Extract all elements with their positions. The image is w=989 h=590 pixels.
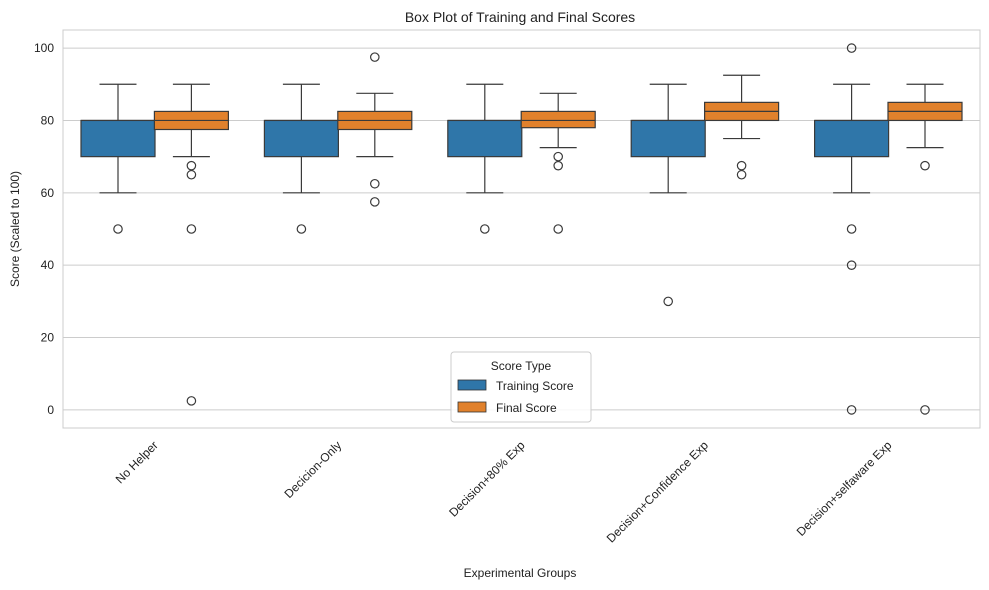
outlier-point [369, 52, 380, 62]
outlier-point [846, 43, 857, 53]
outlier-point [296, 224, 307, 234]
outlier-point [369, 178, 380, 189]
outlier-point [846, 224, 857, 234]
outlier-point [186, 224, 197, 234]
outlier-point [736, 169, 747, 180]
box-training-3 [630, 83, 706, 307]
outlier-point [553, 160, 563, 171]
box-final-1 [337, 52, 413, 207]
box-iqr [447, 119, 523, 158]
y-axis-label: Score (Scaled to 100) [8, 171, 22, 287]
y-tick-label: 0 [47, 403, 54, 417]
y-tick-label: 40 [41, 258, 55, 272]
y-tick-label: 80 [41, 113, 55, 127]
chart-title: Box Plot of Training and Final Scores [405, 9, 635, 25]
box-training-4 [813, 43, 890, 415]
outlier-point [186, 160, 197, 171]
legend: Score Type Training Score Final Score [450, 351, 592, 423]
outlier-point [663, 296, 673, 307]
box-iqr [80, 119, 156, 158]
box-iqr [813, 119, 890, 158]
outlier-point [553, 224, 563, 234]
box-iqr [263, 119, 339, 158]
y-tick-label: 100 [34, 41, 54, 55]
plot-area [62, 29, 981, 429]
outlier-point [186, 169, 197, 180]
outlier-point [369, 197, 380, 207]
y-tick-label: 60 [41, 186, 55, 200]
legend-label-final-score: Final Score [496, 401, 557, 415]
box-final-4 [887, 83, 963, 415]
outlier-point [553, 151, 563, 162]
x-axis-label: Experimental Groups [464, 566, 577, 580]
legend-title: Score Type [491, 359, 552, 373]
outlier-point [186, 396, 197, 406]
legend-label-training-score: Training Score [496, 379, 574, 393]
box-final-0 [153, 83, 229, 406]
box-training-2 [447, 83, 523, 234]
outlier-point [113, 224, 123, 234]
outlier-point [479, 224, 490, 234]
outlier-point [920, 405, 930, 415]
outlier-point [736, 160, 747, 171]
y-axis-ticks: 0 20 40 60 80 100 [34, 41, 54, 417]
box-final-2 [520, 92, 596, 234]
box-iqr [520, 110, 596, 129]
box-training-0 [80, 83, 156, 234]
outlier-point [846, 405, 857, 415]
outlier-point [920, 160, 930, 171]
box-iqr [630, 119, 706, 158]
y-tick-label: 20 [41, 331, 55, 345]
box-training-1 [263, 83, 339, 234]
boxes [80, 43, 963, 415]
box-final-3 [703, 74, 780, 180]
legend-swatch-training-score [457, 379, 487, 391]
outlier-point [846, 260, 857, 270]
legend-swatch-final-score [457, 401, 487, 413]
